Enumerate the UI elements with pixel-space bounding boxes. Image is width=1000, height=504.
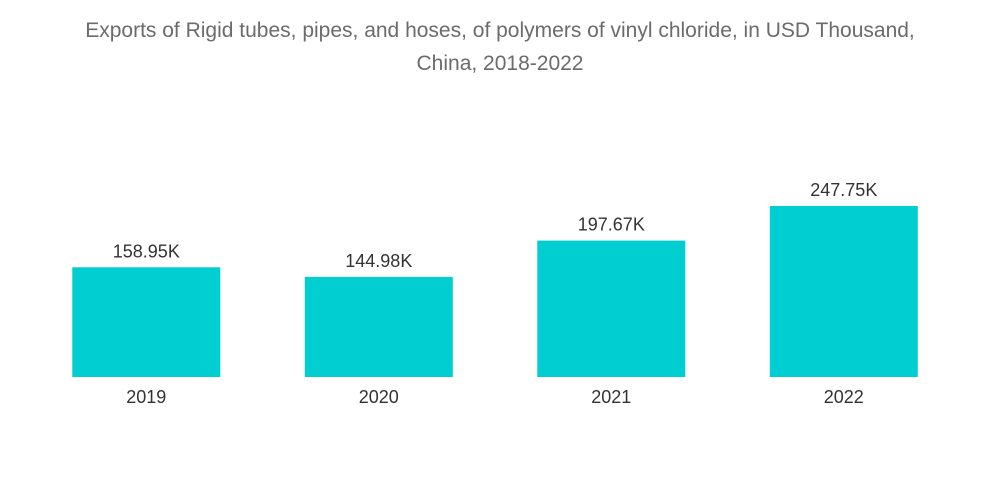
bar-2020 [304,276,453,377]
chart-title-line-1: Exports of Rigid tubes, pipes, and hoses… [85,19,915,42]
data-label-2021: 197.67K [578,215,645,235]
x-tick-label-2022: 2022 [824,387,864,407]
data-label-2022: 247.75K [810,180,877,200]
x-tick-label-2021: 2021 [591,387,631,407]
bar-2022 [769,206,918,377]
x-tick-label-2020: 2020 [359,387,399,407]
x-tick-label-2019: 2019 [126,387,166,407]
chart-title: Exports of Rigid tubes, pipes, and hoses… [0,14,1000,80]
bar-2019 [72,267,221,377]
bar-2021 [537,240,686,377]
data-label-2019: 158.95K [113,241,180,261]
chart-title-line-2: China, 2018-2022 [416,52,584,75]
data-label-2020: 144.98K [345,251,412,271]
